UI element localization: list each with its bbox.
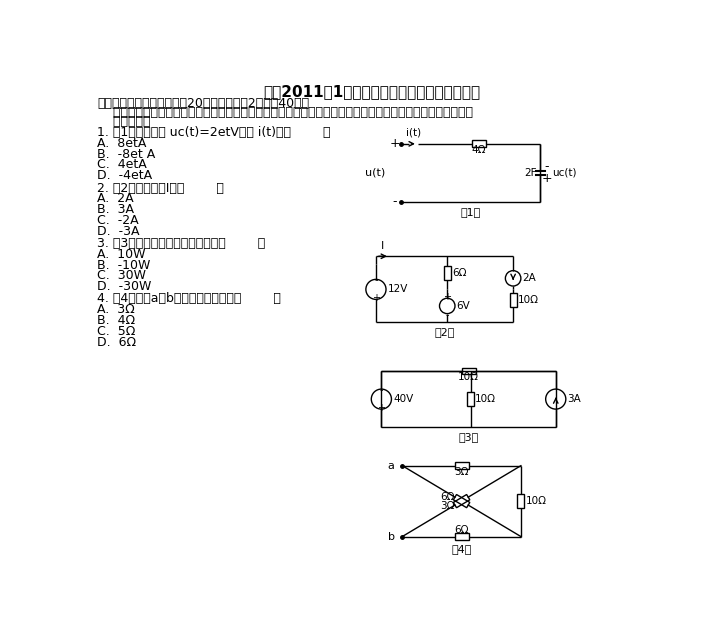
Bar (462, 368, 476, 375)
Text: 6V: 6V (457, 301, 470, 311)
Text: 3Ω: 3Ω (454, 467, 469, 477)
Text: +: + (372, 293, 380, 303)
Text: D.  -30W: D. -30W (97, 280, 151, 293)
Text: 6Ω: 6Ω (454, 526, 469, 535)
Text: D.  -3A: D. -3A (97, 224, 139, 238)
Text: 10Ω: 10Ω (518, 295, 539, 306)
Text: B.  3A: B. 3A (97, 203, 134, 216)
Text: i(t): i(t) (406, 127, 420, 138)
Text: -: - (544, 160, 549, 173)
Text: 题1图: 题1图 (460, 207, 481, 217)
Text: -: - (446, 310, 449, 320)
Text: uc(t): uc(t) (552, 168, 576, 178)
Text: +: + (444, 292, 452, 302)
Text: 4Ω: 4Ω (472, 145, 486, 155)
Text: 3. 题3图中，电流源发出的功率为（        ）: 3. 题3图中，电流源发出的功率为（ ） (97, 237, 265, 250)
Text: -: - (374, 276, 378, 285)
Text: 题3图: 题3图 (458, 432, 478, 442)
Text: D.  6Ω: D. 6Ω (97, 335, 136, 349)
Text: 3Ω: 3Ω (441, 501, 455, 511)
Text: b: b (388, 531, 394, 541)
Bar (467, 392, 474, 406)
Text: 2F: 2F (525, 168, 537, 178)
Text: 6Ω: 6Ω (441, 491, 455, 501)
Text: 选均无分。: 选均无分。 (97, 115, 150, 128)
Text: 10Ω: 10Ω (458, 372, 479, 382)
Text: 全国2011年1月高等教育自学考试电工原理试题: 全国2011年1月高等教育自学考试电工原理试题 (264, 84, 481, 99)
Bar (453, 495, 470, 508)
Text: 2A: 2A (523, 273, 537, 283)
Text: 一、单项选择题（本大题共20小题，每小题2分，共40分）: 一、单项选择题（本大题共20小题，每小题2分，共40分） (97, 97, 309, 110)
Text: a: a (388, 461, 394, 470)
Text: 12V: 12V (388, 285, 408, 294)
Text: -: - (392, 195, 397, 208)
Bar (454, 462, 468, 469)
Bar (472, 140, 486, 147)
Text: B.  -8et A: B. -8et A (97, 148, 155, 160)
Text: A.  2A: A. 2A (97, 192, 134, 205)
Text: A.  8etA: A. 8etA (97, 137, 147, 150)
Text: A.  3Ω: A. 3Ω (97, 303, 135, 316)
Text: +: + (378, 403, 386, 413)
Text: A.  10W: A. 10W (97, 248, 145, 261)
Text: 10Ω: 10Ω (526, 496, 547, 506)
Bar (510, 294, 517, 307)
Text: B.  4Ω: B. 4Ω (97, 314, 135, 327)
Bar (444, 266, 451, 280)
Text: 在每小题列出的四个备选项中只有一个是符合题目要求的，请将其代码填写在题后的括号内。错选、多选或未: 在每小题列出的四个备选项中只有一个是符合题目要求的，请将其代码填写在题后的括号内… (97, 106, 473, 119)
Text: -: - (380, 385, 383, 395)
Text: +: + (541, 172, 552, 185)
Text: C.  5Ω: C. 5Ω (97, 325, 135, 338)
Text: I: I (381, 241, 385, 251)
Text: +: + (389, 138, 400, 150)
Text: 3A: 3A (568, 394, 581, 404)
Text: 4. 题4图中，a、b之间的等效电阻为（        ）: 4. 题4图中，a、b之间的等效电阻为（ ） (97, 292, 281, 306)
Text: 题4图: 题4图 (452, 544, 472, 554)
Bar (454, 533, 468, 540)
Text: C.  30W: C. 30W (97, 269, 146, 282)
Text: B.  -10W: B. -10W (97, 259, 150, 271)
Text: 1. 题1图中，已知 uc(t)=2etV，则 i(t)为（        ）: 1. 题1图中，已知 uc(t)=2etV，则 i(t)为（ ） (97, 126, 330, 139)
Text: C.  -2A: C. -2A (97, 214, 139, 227)
Bar (453, 495, 470, 508)
Bar (518, 494, 524, 508)
Text: u(t): u(t) (365, 168, 386, 178)
Text: 6Ω: 6Ω (452, 268, 466, 278)
Text: D.  -4etA: D. -4etA (97, 169, 152, 182)
Text: 10Ω: 10Ω (475, 394, 496, 404)
Text: 2. 题2图中，电流I为（        ）: 2. 题2图中，电流I为（ ） (97, 181, 224, 195)
Text: 40V: 40V (393, 394, 413, 404)
Text: 题2图: 题2图 (434, 328, 454, 337)
Text: C.  4etA: C. 4etA (97, 158, 147, 171)
